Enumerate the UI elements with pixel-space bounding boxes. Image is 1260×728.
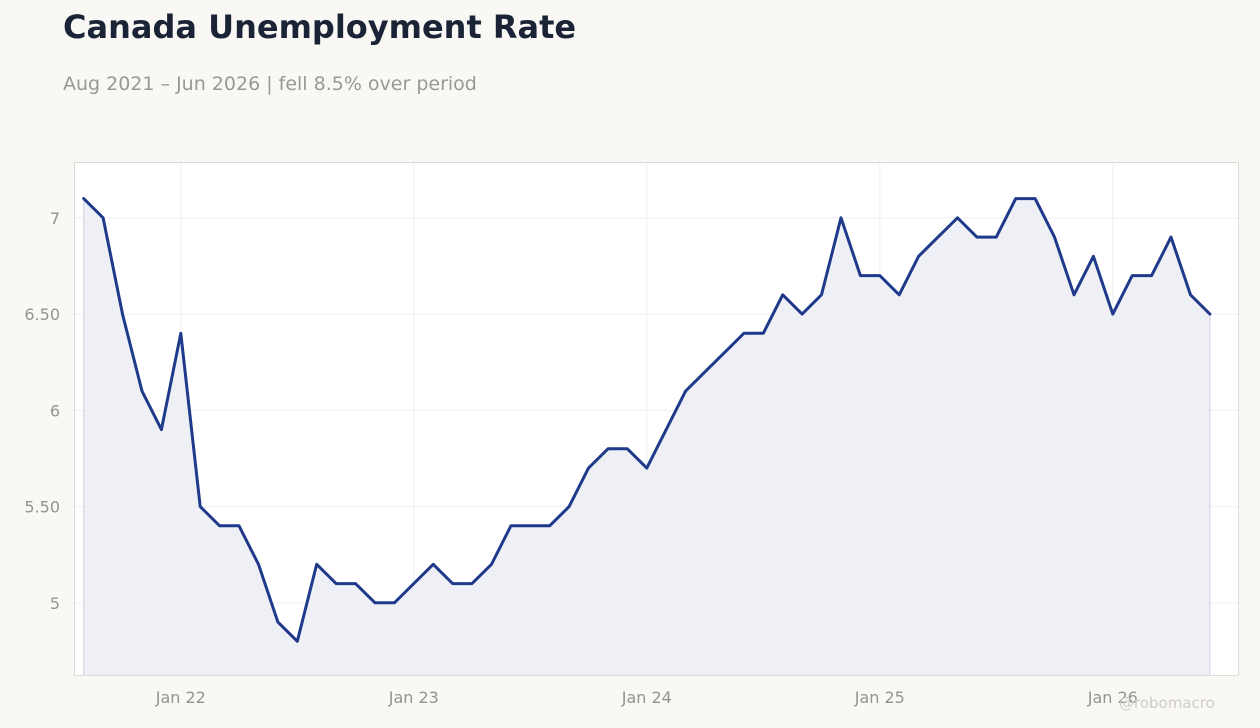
y-tick-label: 5.50 [24, 498, 60, 517]
plot-frame [74, 162, 1239, 676]
y-tick-label: 5 [50, 594, 60, 613]
watermark: @robomacro [1119, 694, 1215, 712]
x-tick-label: Jan 22 [155, 688, 206, 707]
y-tick-label: 6 [50, 401, 60, 420]
x-tick-label: Jan 26 [1087, 688, 1138, 707]
y-tick-label: 7 [50, 209, 60, 228]
series-area [83, 198, 1210, 676]
x-tick-label: Jan 23 [388, 688, 439, 707]
series-line [82, 197, 1212, 643]
x-tick-label: Jan 25 [854, 688, 905, 707]
axis-ticks: 5 5.50 6 6.50 7 Jan 22 Jan 23 Jan 24 Jan 25 Jan 2… [24, 209, 1137, 707]
chart-subtitle: Aug 2021 – Jun 2026 | fell 8.5% over per… [63, 73, 477, 95]
chart-title: Canada Unemployment Rate [63, 8, 577, 46]
x-tick-label: Jan 24 [621, 688, 672, 707]
y-tick-label: 6.50 [24, 305, 60, 324]
